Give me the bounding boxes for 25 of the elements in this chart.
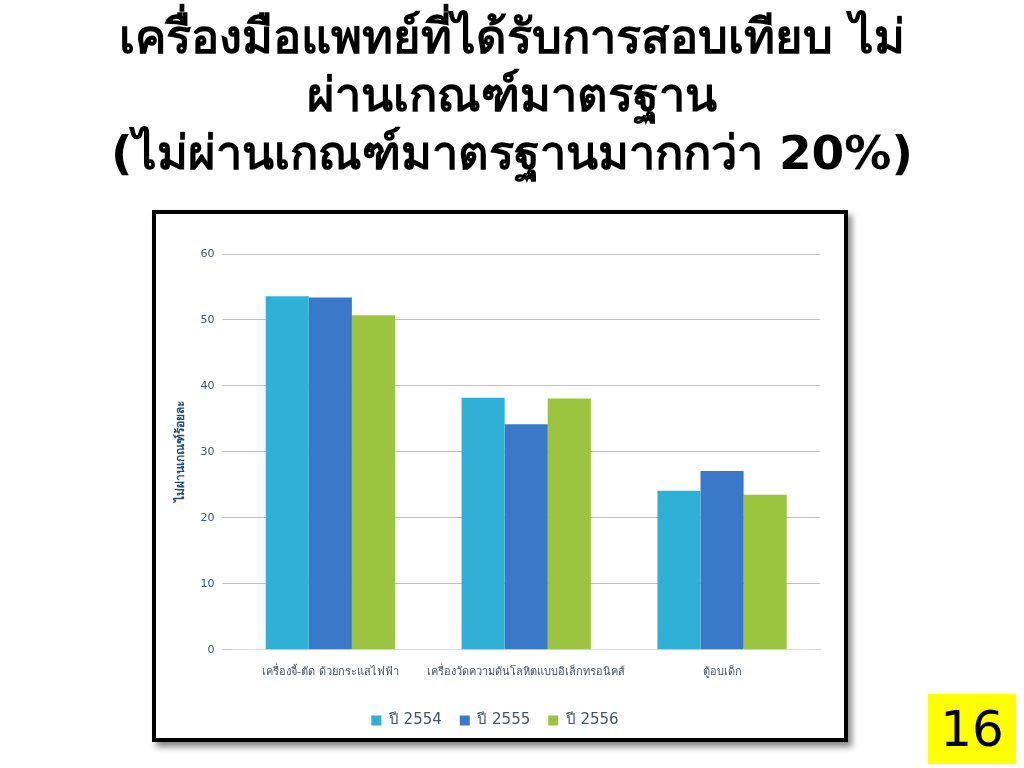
y-tick-label: 30 [200, 444, 215, 458]
bar [547, 398, 591, 650]
x-tick-label: เครื่องวัดความดันโลหิตแบบอิเล็กทรอนิคส์ [427, 663, 626, 679]
legend-label: ปี 2555 [476, 710, 531, 729]
bar [265, 296, 309, 650]
y-tick-label: 50 [200, 312, 215, 326]
y-tick-label: 60 [200, 246, 215, 260]
x-tick-label: ตู้อบเด็ก [702, 664, 742, 679]
y-tick-label: 10 [200, 576, 215, 590]
bar [657, 490, 701, 650]
bar [308, 297, 352, 650]
text: 16 [928, 694, 1016, 764]
y-tick-label: 40 [200, 378, 215, 392]
bar [351, 315, 395, 650]
bar [504, 424, 548, 650]
legend-label: ปี 2556 [564, 710, 619, 729]
bar [700, 471, 744, 650]
y-tick-label: 0 [207, 642, 215, 656]
chart-subtitle: (ไม่ผ่านเกณฑ์มาตรฐานมากกว่า 20%) [110, 125, 914, 182]
y-tick-label: 20 [200, 510, 215, 524]
y-axis-title: ไม่ผ่านเกณฑ์ร้อยละ [172, 401, 188, 505]
x-tick-label: เครื่องจี้-ตัด ด้วยกระแสไฟฟ้า [262, 663, 399, 679]
legend-label: ปี 2554 [387, 710, 442, 729]
bar [743, 494, 787, 650]
bar [461, 397, 505, 650]
